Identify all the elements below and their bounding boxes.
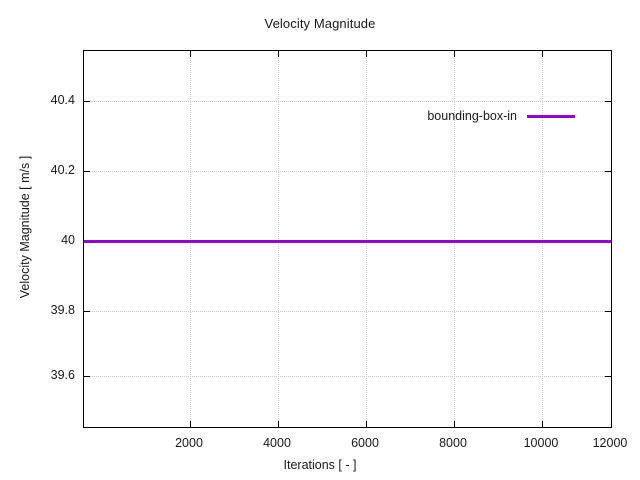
gridline-vertical bbox=[366, 51, 367, 427]
y-tick-mark bbox=[84, 311, 90, 312]
gridline-horizontal bbox=[84, 311, 611, 312]
x-tick-label: 2000 bbox=[175, 436, 203, 450]
x-tick-label: 4000 bbox=[263, 436, 291, 450]
y-tick-mark bbox=[84, 376, 90, 377]
y-tick-mark-right bbox=[605, 376, 611, 377]
x-tick-label: 6000 bbox=[351, 436, 379, 450]
legend-label-bounding-box-in: bounding-box-in bbox=[427, 109, 517, 123]
plot-area: bounding-box-in bbox=[83, 50, 612, 428]
y-tick-label: 39.8 bbox=[50, 303, 75, 317]
y-tick-mark-right bbox=[605, 171, 611, 172]
x-tick-mark bbox=[454, 421, 455, 427]
y-tick-label: 40 bbox=[61, 233, 75, 247]
data-series-layer bbox=[84, 51, 611, 427]
gridline-horizontal bbox=[84, 376, 611, 377]
x-tick-label: 8000 bbox=[439, 436, 467, 450]
gridline-horizontal bbox=[84, 101, 611, 102]
series-line-bounding-box-in bbox=[84, 240, 611, 243]
x-tick-mark bbox=[190, 421, 191, 427]
x-tick-mark-top bbox=[190, 51, 191, 57]
x-tick-mark bbox=[278, 421, 279, 427]
y-tick-mark bbox=[84, 171, 90, 172]
y-tick-label: 40.2 bbox=[50, 163, 75, 177]
x-tick-mark bbox=[542, 421, 543, 427]
gridline-vertical bbox=[454, 51, 455, 427]
x-tick-label: 12000 bbox=[592, 436, 628, 450]
x-tick-mark-top bbox=[278, 51, 279, 57]
gridline-vertical bbox=[278, 51, 279, 427]
y-tick-mark-right bbox=[605, 101, 611, 102]
y-axis-label: Velocity Magnitude [ m/s ] bbox=[18, 155, 32, 299]
y-tick-label: 39.6 bbox=[50, 368, 75, 382]
gridline-horizontal bbox=[84, 171, 611, 172]
chart-title: Velocity Magnitude bbox=[264, 16, 376, 31]
y-tick-label: 40.4 bbox=[50, 93, 75, 107]
legend-swatch-bounding-box-in bbox=[527, 114, 575, 118]
x-tick-mark bbox=[366, 421, 367, 427]
x-tick-mark-top bbox=[454, 51, 455, 57]
x-axis-label: Iterations [ - ] bbox=[283, 458, 357, 472]
x-tick-mark-top bbox=[542, 51, 543, 57]
x-tick-mark-top bbox=[366, 51, 367, 57]
x-tick-label: 10000 bbox=[523, 436, 559, 450]
legend: bounding-box-in bbox=[427, 109, 575, 123]
y-tick-mark bbox=[84, 101, 90, 102]
gridline-vertical bbox=[542, 51, 543, 427]
y-tick-mark-right bbox=[605, 311, 611, 312]
gridline-vertical bbox=[190, 51, 191, 427]
